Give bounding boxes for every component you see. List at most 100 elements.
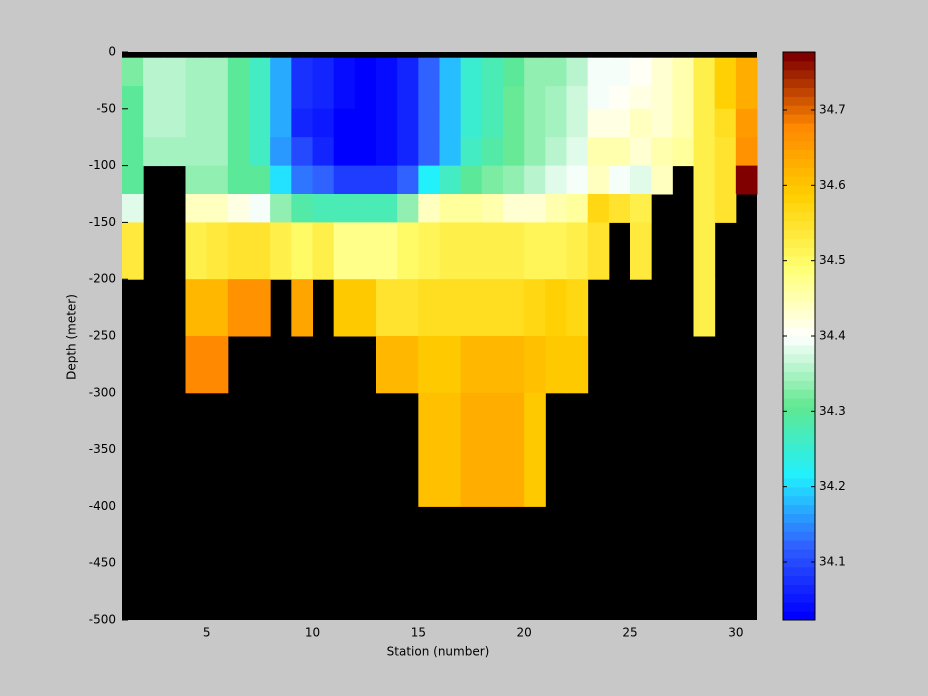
colorbar-swatch	[783, 327, 815, 337]
colorbar-swatch	[783, 344, 815, 355]
heatmap-cell	[714, 57, 737, 87]
heatmap-cell	[735, 57, 758, 87]
colorbar-swatch	[783, 415, 815, 426]
heatmap-cell	[206, 336, 229, 394]
heatmap-cell	[354, 57, 377, 87]
heatmap-cell	[693, 137, 716, 167]
heatmap-cell	[439, 222, 462, 280]
heatmap-cell	[249, 137, 271, 167]
colorbar-swatch	[783, 433, 815, 443]
colorbar-swatch	[783, 69, 815, 80]
heatmap-cell	[418, 279, 440, 337]
heatmap-cell	[566, 336, 589, 394]
colorbar-swatch	[783, 265, 815, 275]
heatmap-cell	[270, 86, 292, 110]
heatmap-cell	[630, 165, 652, 195]
heatmap-cell	[651, 57, 673, 87]
heatmap-cell	[122, 108, 144, 138]
heatmap-cell	[481, 194, 504, 223]
heatmap-cell	[735, 108, 758, 138]
heatmap-cell	[333, 57, 356, 87]
heatmap-cell	[587, 165, 610, 195]
heatmap-cell	[376, 222, 398, 280]
heatmap-cell	[439, 194, 462, 223]
heatmap-cell	[227, 222, 250, 280]
heatmap-cell	[185, 165, 208, 195]
heatmap-cell	[227, 165, 250, 195]
heatmap-cell	[291, 222, 313, 280]
heatmap-cell	[608, 108, 631, 138]
heatmap-cell	[164, 108, 186, 138]
heatmap-cell	[460, 194, 483, 223]
x-tick-label: 30	[728, 626, 743, 640]
y-tick-label: -500	[89, 613, 116, 627]
heatmap-cell	[439, 86, 462, 110]
y-tick-label: -100	[89, 158, 116, 172]
colorbar-swatch	[783, 131, 815, 142]
heatmap-cell	[460, 222, 483, 280]
heatmap-cell	[354, 108, 377, 138]
heatmap-cell	[672, 137, 694, 167]
heatmap-cell	[185, 222, 208, 280]
heatmap-cell	[524, 194, 546, 223]
colorbar-swatch	[783, 105, 815, 115]
heatmap-cell	[122, 194, 144, 223]
y-tick-label: -200	[89, 272, 116, 286]
heatmap-cell	[249, 165, 271, 195]
heatmap-cell	[608, 165, 631, 195]
heatmap-cell	[460, 336, 483, 394]
heatmap-cell	[503, 279, 525, 337]
heatmap-cell	[291, 57, 313, 87]
heatmap-cell	[545, 165, 567, 195]
heatmap-cell	[693, 279, 716, 337]
colorbar-swatch	[783, 167, 815, 177]
heatmap-cell	[460, 279, 483, 337]
heatmap-cell	[333, 194, 356, 223]
heatmap-cell	[397, 336, 419, 394]
x-axis-label: Station (number)	[387, 645, 490, 659]
heatmap-cell	[249, 222, 271, 280]
heatmap-cell	[524, 279, 546, 337]
colorbar-tick-label: 34.4	[819, 329, 846, 343]
heatmap-cell	[651, 108, 673, 138]
heatmap-cell	[630, 108, 652, 138]
heatmap-cell	[312, 108, 335, 138]
y-tick-label: -400	[89, 499, 116, 513]
heatmap-cell	[608, 57, 631, 87]
heatmap-cell	[143, 57, 165, 87]
heatmap-cell	[481, 279, 504, 337]
heatmap-cell	[566, 194, 589, 223]
heatmap-cell	[333, 165, 356, 195]
heatmap-cell	[439, 392, 462, 507]
colorbar-swatch	[783, 575, 815, 585]
heatmap-cell	[503, 137, 525, 167]
heatmap-cell	[206, 57, 229, 87]
heatmap-cell	[249, 57, 271, 87]
x-tick-label: 15	[411, 626, 426, 640]
colorbar-swatch	[783, 353, 815, 364]
heatmap-cell	[122, 137, 144, 167]
heatmap-cell	[227, 279, 250, 337]
colorbar-swatch	[783, 522, 815, 532]
heatmap-cell	[206, 165, 229, 195]
colorbar-swatch	[783, 513, 815, 523]
colorbar-swatch	[783, 540, 815, 550]
heatmap-cell	[376, 86, 398, 110]
heatmap-cell	[587, 108, 610, 138]
y-tick-label: -150	[89, 215, 116, 229]
heatmap-cell	[206, 194, 229, 223]
colorbar-swatch	[783, 282, 815, 293]
heatmap-cell	[206, 137, 229, 167]
heatmap-cell	[481, 108, 504, 138]
heatmap-cell	[418, 57, 440, 87]
heatmap-cell	[291, 165, 313, 195]
heatmap-cell	[122, 57, 144, 87]
colorbar-swatch	[783, 504, 815, 514]
colorbar-swatch	[783, 256, 815, 266]
heatmap-cell	[354, 279, 377, 337]
heatmap-cell	[714, 194, 737, 223]
heatmap-cell	[524, 57, 546, 87]
colorbar-swatch	[783, 478, 815, 488]
heatmap-cell	[735, 137, 758, 167]
heatmap-cell	[608, 86, 631, 110]
